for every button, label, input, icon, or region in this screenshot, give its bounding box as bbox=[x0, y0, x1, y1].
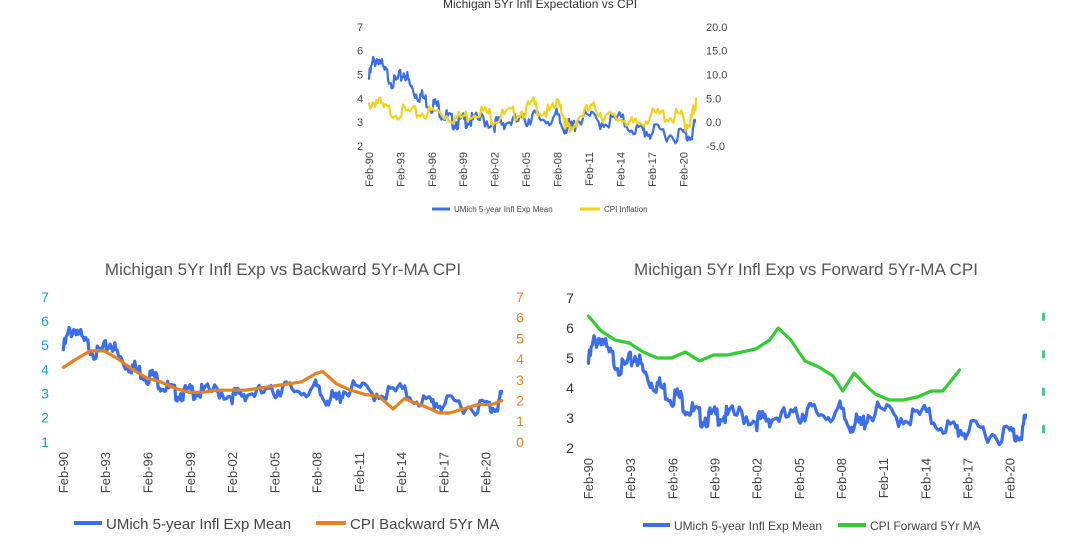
left-series-umich-5-year-infl-exp-mean bbox=[61, 325, 504, 417]
top-x-tick-label: Feb-99 bbox=[458, 152, 470, 187]
legend-right-cpi-label: CPI Forward 5Yr MA bbox=[870, 519, 981, 533]
top-left-tick-label: 2 bbox=[357, 141, 363, 153]
top-left-tick-label: 7 bbox=[357, 22, 363, 34]
left-x-tick-label: Feb-02 bbox=[225, 452, 240, 493]
left-left-tick-label: 6 bbox=[41, 313, 49, 329]
right-right-tick-mark bbox=[1042, 425, 1045, 434]
chart-left-plot: 1 2 3 4 5 6 7 0 1 2 3 4 5 6 7 Feb-90 Feb-93 Feb-96 Feb-99 F… bbox=[41, 289, 524, 493]
right-left-tick-label: 2 bbox=[566, 440, 574, 456]
left-x-tick-label: Feb-93 bbox=[98, 452, 113, 493]
left-series-cpi-backward-5yr-ma bbox=[61, 349, 504, 415]
chart-right-plot: 2 3 4 5 6 7 Feb-90 Feb-93 Feb-96 Feb-99 Feb-02 Feb-… bbox=[566, 290, 1045, 499]
right-series-cpi-forward-5yr-ma bbox=[586, 314, 962, 402]
left-right-tick-label: 3 bbox=[516, 372, 524, 388]
right-right-tick-mark bbox=[1042, 387, 1045, 396]
top-x-tick-label: Feb-96 bbox=[427, 152, 439, 187]
right-left-tick-label: 7 bbox=[566, 290, 574, 306]
left-x-tick-label: Feb-20 bbox=[479, 452, 494, 493]
left-right-tick-label: 2 bbox=[516, 392, 524, 408]
left-x-tick-label: Feb-05 bbox=[267, 452, 282, 493]
top-left-tick-label: 5 bbox=[357, 69, 363, 81]
legend-right-umich-label: UMich 5-year Infl Exp Mean bbox=[674, 519, 822, 533]
left-left-tick-label: 4 bbox=[41, 361, 49, 377]
top-right-tick-label: 5.0 bbox=[706, 93, 721, 105]
left-x-tick-label: Feb-14 bbox=[394, 452, 409, 493]
left-left-tick-label: 7 bbox=[41, 289, 49, 305]
legend-left-cpi-label: CPI Backward 5Yr MA bbox=[350, 516, 499, 533]
chart-left: Michigan 5Yr Infl Exp vs Backward 5Yr-MA… bbox=[41, 260, 524, 533]
left-x-tick-label: Feb-08 bbox=[310, 452, 325, 493]
left-left-tick-label: 1 bbox=[41, 434, 49, 450]
chart-top-legend: UMich 5-year Infl Exp Mean CPI Inflation bbox=[432, 205, 648, 214]
left-right-tick-label: 0 bbox=[516, 434, 524, 450]
left-x-tick-label: Feb-96 bbox=[140, 452, 155, 493]
left-left-tick-label: 3 bbox=[41, 386, 49, 402]
right-x-tick-label: Feb-96 bbox=[665, 458, 680, 499]
left-x-tick-label: Feb-11 bbox=[352, 452, 367, 492]
top-x-tick-label: Feb-17 bbox=[647, 152, 659, 187]
right-x-tick-label: Feb-17 bbox=[961, 458, 976, 499]
top-x-tick-label: Feb-08 bbox=[553, 152, 565, 187]
legend-top-cpi-label: CPI Inflation bbox=[604, 205, 648, 214]
left-x-tick-label: Feb-17 bbox=[436, 452, 451, 493]
top-x-tick-label: Feb-93 bbox=[395, 152, 407, 187]
top-right-tick-label: -5.0 bbox=[706, 141, 725, 153]
right-x-tick-label: Feb-08 bbox=[834, 458, 849, 499]
top-left-tick-label: 4 bbox=[357, 93, 363, 105]
left-x-tick-label: Feb-99 bbox=[183, 452, 198, 493]
chart-top-plot: 2 3 4 5 6 7 -5.0 0.0 5.0 10.0 15.0 20.0 Feb-90 Feb-93… bbox=[357, 22, 727, 187]
left-right-tick-label: 1 bbox=[516, 413, 524, 429]
top-left-tick-label: 3 bbox=[357, 117, 363, 129]
right-left-tick-label: 6 bbox=[566, 320, 574, 336]
chart-right-title: Michigan 5Yr Infl Exp vs Forward 5Yr-MA … bbox=[634, 260, 978, 279]
top-x-tick-label: Feb-20 bbox=[678, 152, 690, 187]
right-x-tick-label: Feb-05 bbox=[792, 458, 807, 499]
right-x-tick-label: Feb-93 bbox=[623, 458, 638, 499]
left-x-tick-label: Feb-90 bbox=[56, 452, 71, 493]
right-x-tick-label: Feb-90 bbox=[581, 458, 596, 499]
top-right-tick-label: 10.0 bbox=[706, 69, 727, 81]
right-x-tick-label: Feb-14 bbox=[918, 458, 933, 499]
top-x-tick-label: Feb-14 bbox=[615, 152, 627, 187]
chart-top: Michigan 5Yr Infl Expectation vs CPI 2 3 4… bbox=[357, 0, 727, 214]
right-series-umich-5-year-infl-exp-mean bbox=[586, 334, 1028, 447]
chart-right: Michigan 5Yr Infl Exp vs Forward 5Yr-MA … bbox=[566, 260, 1045, 533]
right-right-tick-mark bbox=[1042, 312, 1045, 321]
right-x-tick-label: Feb-99 bbox=[707, 458, 722, 499]
chart-top-title: Michigan 5Yr Infl Expectation vs CPI bbox=[443, 0, 637, 11]
legend-left-umich-label: UMich 5-year Infl Exp Mean bbox=[106, 516, 291, 533]
right-left-tick-label: 3 bbox=[566, 410, 574, 426]
right-left-tick-label: 4 bbox=[566, 380, 574, 396]
right-left-tick-label: 5 bbox=[566, 350, 574, 366]
top-series-cpi-inflation bbox=[367, 96, 698, 133]
right-x-tick-label: Feb-11 bbox=[876, 458, 891, 498]
left-right-tick-label: 4 bbox=[516, 351, 524, 367]
top-right-tick-label: 0.0 bbox=[706, 117, 721, 129]
top-x-tick-label: Feb-90 bbox=[364, 152, 376, 187]
top-series-umich-5-year-infl-exp-mean bbox=[367, 55, 697, 145]
chart-left-legend: UMich 5-year Infl Exp Mean CPI Backward … bbox=[74, 516, 499, 533]
chart-left-title: Michigan 5Yr Infl Exp vs Backward 5Yr-MA… bbox=[105, 260, 461, 279]
top-x-tick-label: Feb-02 bbox=[490, 152, 502, 187]
right-right-tick-mark bbox=[1042, 350, 1045, 359]
right-x-tick-label: Feb-02 bbox=[750, 458, 765, 499]
left-right-tick-label: 6 bbox=[516, 310, 524, 326]
left-left-tick-label: 5 bbox=[41, 337, 49, 353]
top-right-tick-label: 15.0 bbox=[706, 46, 727, 58]
left-right-tick-label: 5 bbox=[516, 330, 524, 346]
left-right-tick-label: 7 bbox=[516, 289, 524, 305]
chart-right-legend: UMich 5-year Infl Exp Mean CPI Forward 5… bbox=[643, 519, 981, 533]
left-left-tick-label: 2 bbox=[41, 410, 49, 426]
right-x-tick-label: Feb-20 bbox=[1003, 458, 1018, 499]
top-right-tick-label: 20.0 bbox=[706, 22, 727, 34]
top-x-tick-label: Feb-11 bbox=[584, 152, 596, 186]
top-left-tick-label: 6 bbox=[357, 46, 363, 58]
top-x-tick-label: Feb-05 bbox=[521, 152, 533, 187]
legend-top-umich-label: UMich 5-year Infl Exp Mean bbox=[454, 205, 553, 214]
